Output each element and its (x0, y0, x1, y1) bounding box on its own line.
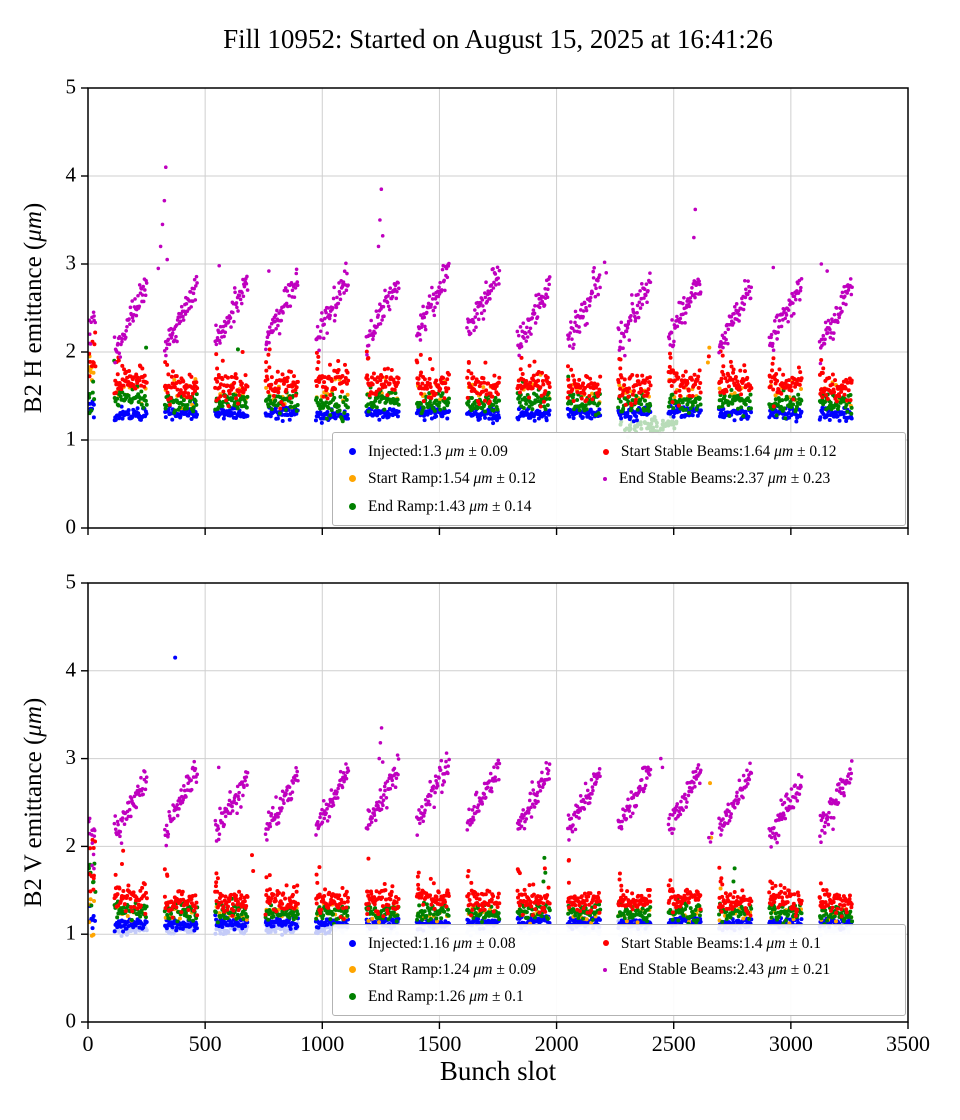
legend-marker-icon (602, 940, 609, 947)
y-axis-label-bottom: B2 V emittance (μm) (20, 697, 47, 908)
legend-entry: Injected:1.3 μm ± 0.09 (343, 438, 597, 465)
legend-label: Start Stable Beams:1.64 μm ± 0.12 (620, 442, 837, 460)
legend-label: Start Ramp:1.54 μm ± 0.12 (368, 470, 536, 488)
legend-label: Injected:1.16 μm ± 0.08 (368, 934, 516, 952)
legend-label: Start Stable Beams:1.4 μm ± 0.1 (620, 934, 822, 952)
legend-marker-icon (349, 448, 356, 456)
legend-top: Injected:1.3 μm ± 0.09 Start Ramp:1.54 μm… (332, 432, 906, 526)
legend-entry: End Ramp:1.43 μm ± 0.14 (343, 493, 597, 520)
y-axis-label-top: B2 H emittance (μm) (20, 202, 47, 414)
figure-title: Fill 10952: Started on August 15, 2025 a… (223, 24, 773, 54)
legend-marker-icon (349, 993, 356, 1001)
legend-label: End Ramp:1.26 μm ± 0.1 (368, 987, 524, 1005)
legend-marker-icon (349, 502, 356, 510)
legend-marker-icon (349, 966, 356, 974)
legend-entry: End Stable Beams:2.37 μm ± 0.23 (597, 465, 895, 492)
legend-marker-icon (349, 939, 356, 947)
legend-entry: End Ramp:1.26 μm ± 0.1 (343, 983, 597, 1010)
x-axis-label: Bunch slot (439, 1056, 557, 1086)
legend-label: Start Ramp:1.24 μm ± 0.09 (368, 961, 536, 979)
legend-marker-icon (602, 476, 607, 481)
legend-bottom: Injected:1.16 μm ± 0.08 Start Ramp:1.24 μ… (332, 924, 906, 1016)
legend-entry: End Stable Beams:2.43 μm ± 0.21 (597, 957, 895, 984)
legend-marker-icon (602, 967, 607, 972)
legend-entry: Start Stable Beams:1.4 μm ± 0.1 (597, 930, 895, 957)
legend-label: End Ramp:1.43 μm ± 0.14 (368, 497, 532, 515)
legend-marker-icon (349, 475, 356, 483)
legend-entry: Injected:1.16 μm ± 0.08 (343, 930, 597, 957)
legend-label: End Stable Beams:2.37 μm ± 0.23 (618, 470, 831, 488)
legend-label: End Stable Beams:2.43 μm ± 0.21 (618, 961, 831, 979)
legend-entry: Start Ramp:1.54 μm ± 0.12 (343, 465, 597, 492)
legend-label: Injected:1.3 μm ± 0.09 (368, 442, 508, 460)
legend-entry: Start Stable Beams:1.64 μm ± 0.12 (597, 438, 895, 465)
legend-entry: Start Ramp:1.24 μm ± 0.09 (343, 957, 597, 984)
legend-marker-icon (602, 448, 609, 455)
